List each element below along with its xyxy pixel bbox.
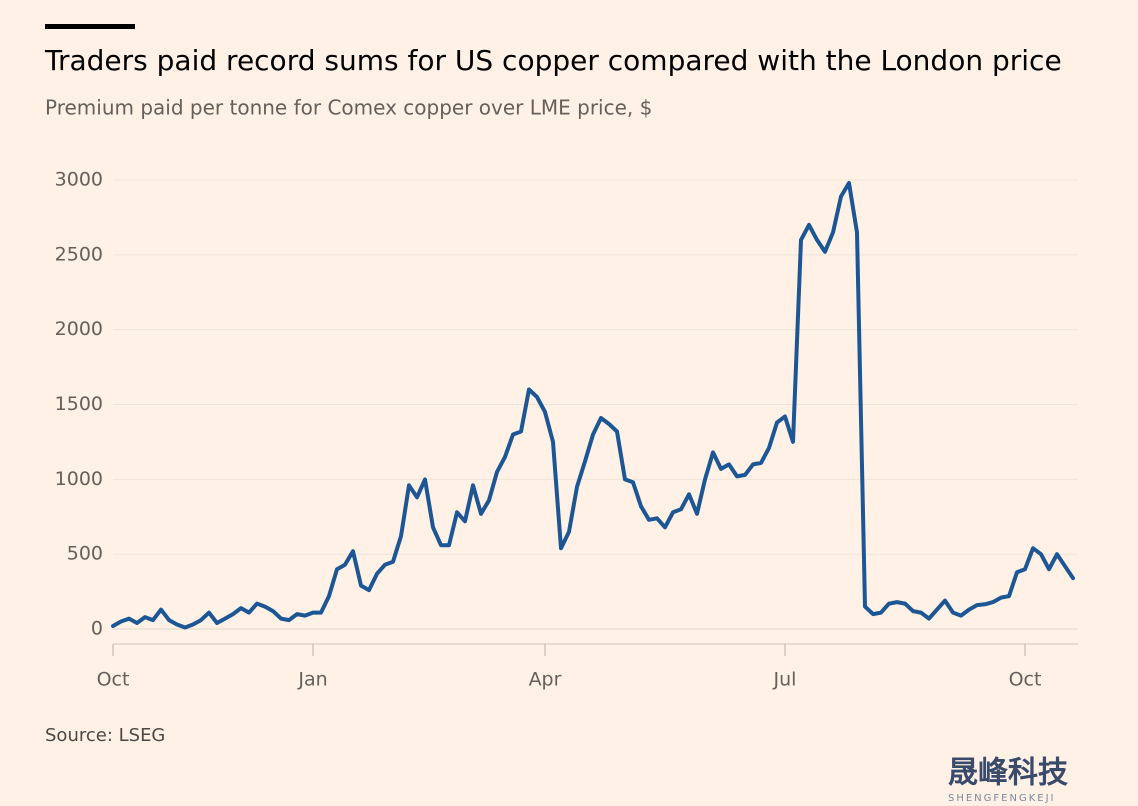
y-tick-label: 2000	[55, 318, 103, 340]
watermark-sub: SHENGFENGKEJI	[948, 793, 1056, 804]
chart-subtitle: Premium paid per tonne for Comex copper …	[45, 96, 652, 120]
y-tick-label: 0	[91, 618, 103, 640]
source: Source: LSEG	[45, 725, 165, 746]
watermark: 晟峰科技	[948, 756, 1068, 791]
x-tick-label: Oct	[97, 669, 130, 691]
data-line	[111, 181, 1075, 630]
x-tick-label: Oct	[1009, 669, 1042, 691]
y-tick-label: 500	[67, 543, 103, 565]
x-tick-label: Jul	[773, 669, 797, 691]
y-tick-label: 2500	[55, 243, 103, 265]
y-tick-label: 1500	[55, 393, 103, 415]
y-tick-label: 3000	[55, 169, 103, 191]
x-tick-label: Apr	[529, 669, 562, 691]
title-bar	[45, 24, 135, 29]
y-tick-label: 1000	[55, 468, 103, 490]
chart-title: Traders paid record sums for US copper c…	[44, 44, 1062, 77]
x-tick-label: Jan	[297, 669, 327, 691]
